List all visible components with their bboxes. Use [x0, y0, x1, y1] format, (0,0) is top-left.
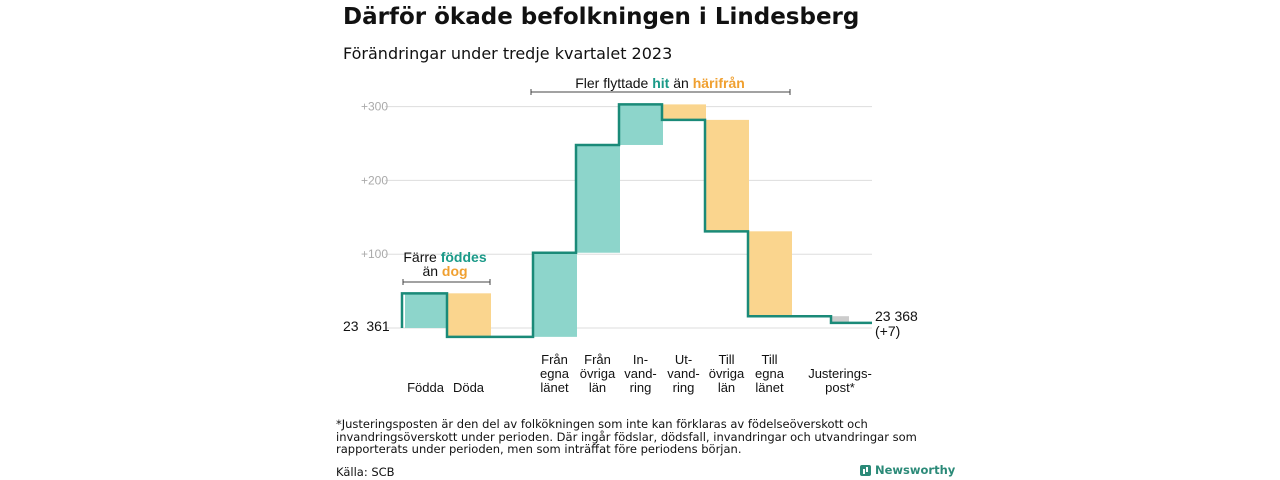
bar-positive — [577, 144, 620, 253]
bar-positive — [534, 252, 577, 337]
newsworthy-icon — [860, 464, 871, 476]
category-label: länet — [540, 380, 569, 395]
bar-adjustment — [831, 316, 849, 323]
category-label: ring — [673, 380, 695, 395]
category-label: Justerings- — [808, 366, 872, 381]
bar-negative — [448, 293, 491, 337]
brand-logo: Newsworthy — [860, 463, 955, 477]
y-tick-label: +200 — [361, 173, 388, 187]
annotation-migration: Fler flyttade hit än härifrån — [575, 75, 745, 91]
category-label: ring — [630, 380, 652, 395]
category-label: län — [589, 380, 606, 395]
category-label: egna — [755, 366, 785, 381]
annotation-bracket-births-deaths — [402, 279, 491, 285]
category-label: län — [718, 380, 735, 395]
y-tick-label: +100 — [361, 247, 388, 261]
chart-subtitle: Förändringar under tredje kvartalet 2023 — [343, 44, 673, 63]
bar-positive — [620, 104, 663, 145]
annotation-bracket-migration — [530, 89, 791, 95]
category-label: övriga — [709, 366, 745, 381]
bar-negative — [663, 104, 706, 120]
category-label: Från — [584, 352, 611, 367]
chart-title: Därför ökade befolkningen i Lindesberg — [343, 4, 860, 30]
category-label: Till — [761, 352, 777, 367]
category-label: post* — [825, 380, 855, 395]
category-label: vand- — [624, 366, 657, 381]
category-label: övriga — [580, 366, 616, 381]
category-label: In- — [633, 352, 648, 367]
annotation-births-deaths-line2: än dog — [422, 263, 467, 279]
category-label: egna — [540, 366, 570, 381]
bar-positive — [405, 293, 448, 328]
category-label: Födda — [407, 380, 445, 395]
bar-negative — [749, 231, 792, 317]
source-label: Källa: SCB — [336, 465, 395, 479]
brand-name: Newsworthy — [875, 463, 956, 477]
end-change-label: (+7) — [875, 323, 900, 339]
end-value-label: 23 368 — [875, 308, 918, 324]
annotation-births-deaths-line1: Färre föddes — [403, 249, 486, 265]
category-label: länet — [755, 380, 784, 395]
footnote: *Justeringsposten är den del av folkökni… — [336, 417, 917, 456]
category-label: Till — [718, 352, 734, 367]
category-label: vand- — [667, 366, 700, 381]
y-tick-label: +300 — [361, 100, 388, 114]
bar-negative — [706, 119, 749, 232]
start-value-label: 23 361 — [343, 318, 390, 334]
category-label: Från — [541, 352, 568, 367]
category-label: Döda — [453, 380, 485, 395]
category-label: Ut- — [675, 352, 692, 367]
cumulative-step-line — [400, 103, 872, 339]
